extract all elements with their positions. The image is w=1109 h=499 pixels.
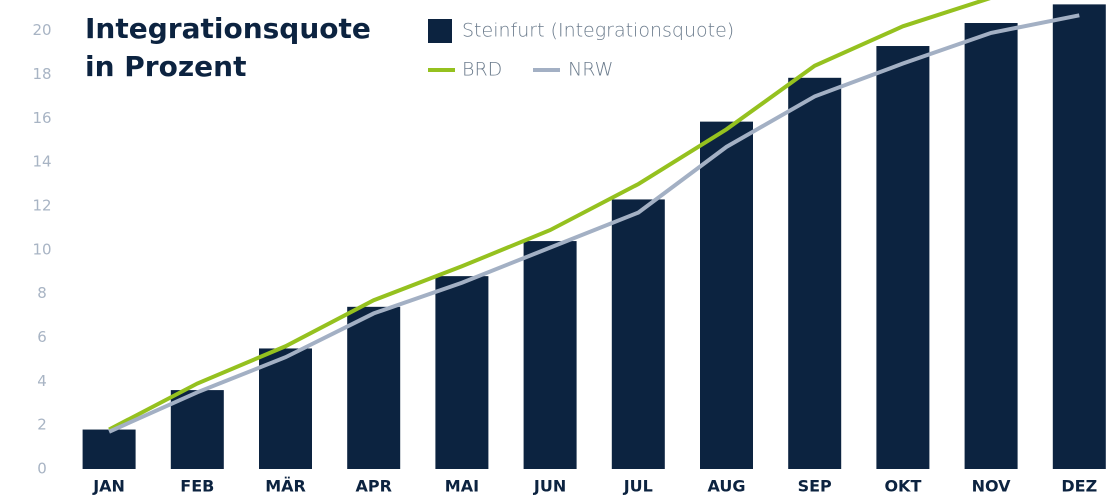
x-tick-label: JUN — [533, 477, 566, 496]
y-tick-label: 16 — [32, 109, 51, 127]
x-tick-label: APR — [355, 477, 391, 496]
bar — [82, 429, 136, 469]
line — [108, 13, 1080, 434]
y-tick-label: 20 — [32, 21, 51, 39]
legend-swatch — [428, 19, 452, 43]
bar — [170, 390, 224, 469]
y-tick-label: 0 — [37, 460, 47, 478]
x-tick-label: NOV — [972, 477, 1012, 496]
x-tick-label: SEP — [798, 477, 832, 496]
bar — [435, 276, 489, 469]
chart-title: in Prozent — [85, 50, 246, 83]
x-tick-label: JUL — [623, 477, 653, 496]
bar — [523, 241, 577, 469]
bar — [788, 77, 842, 470]
x-tick-label: MÄR — [265, 477, 306, 496]
bar — [259, 348, 312, 469]
y-tick-label: 14 — [32, 153, 51, 171]
x-tick-label: MAI — [445, 477, 479, 496]
x-tick-label: DEZ — [1061, 477, 1097, 496]
legend-label: NRW — [568, 59, 613, 81]
bar — [964, 23, 1018, 469]
y-tick-label: 10 — [32, 240, 51, 258]
y-tick-label: 8 — [37, 284, 47, 302]
x-tick-label: JAN — [92, 477, 125, 496]
y-tick-label: 4 — [37, 372, 47, 390]
line — [108, 0, 991, 432]
y-tick-label: 2 — [37, 416, 47, 434]
x-tick-label: FEB — [180, 477, 214, 496]
bar — [876, 46, 930, 469]
bar — [700, 121, 753, 469]
x-tick-label: AUG — [707, 477, 745, 496]
bar — [611, 199, 665, 470]
legend-label: BRD — [462, 59, 502, 81]
chart-title: Integrationsquote — [85, 12, 371, 45]
bar — [1052, 4, 1106, 469]
y-tick-label: 12 — [32, 197, 51, 215]
bar — [347, 306, 401, 469]
legend-label: Steinfurt (Integrationsquote) — [462, 20, 734, 42]
y-tick-label: 18 — [32, 65, 51, 83]
x-tick-label: OKT — [884, 477, 921, 496]
y-tick-label: 6 — [37, 328, 47, 346]
